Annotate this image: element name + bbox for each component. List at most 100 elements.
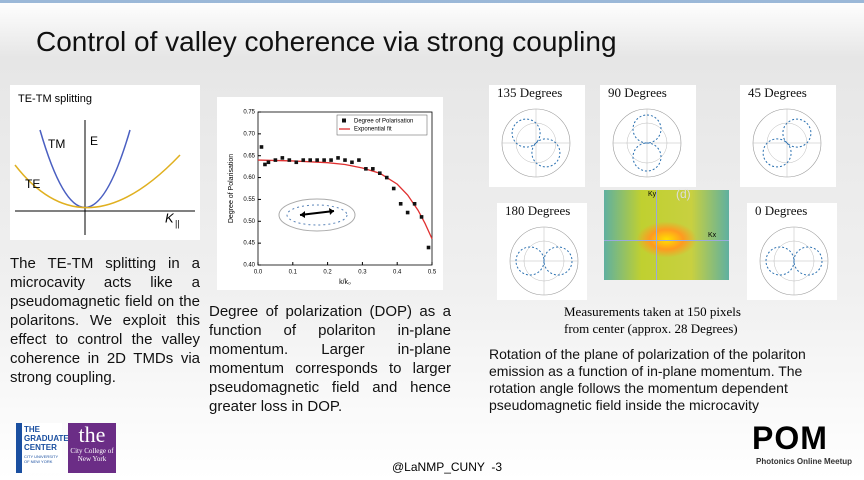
diagram-title: TE-TM splitting	[18, 93, 92, 105]
left-text: The TE-TM splitting in a microcavity act…	[10, 255, 200, 386]
legend-marker	[342, 118, 346, 123]
data-point	[315, 158, 319, 162]
data-point	[308, 158, 312, 162]
data-point	[322, 158, 326, 162]
legend-box	[336, 114, 428, 136]
dispersion-plot: TM E TE K ||	[14, 120, 195, 235]
logo-text: CITY UNIVERSITY OF NEW YORK	[24, 454, 59, 464]
map-axis	[656, 190, 657, 280]
x-tick-label: 0.2	[323, 270, 332, 276]
panel-title: 90 Degrees	[608, 85, 667, 100]
data-point	[405, 210, 410, 215]
logo-gc: THE GRADUATE CENTER CITY UNIVERSITY OF N…	[16, 423, 69, 473]
data-point	[391, 186, 396, 191]
label: E	[90, 134, 98, 148]
logo-pom: POM	[752, 420, 828, 456]
right-text: Rotation of the plane of polarization of…	[489, 346, 806, 413]
map-axis-label: Ky	[648, 191, 657, 198]
measurement-note: Measurements taken at 150 pixels from ce…	[564, 304, 741, 336]
y-tick-label: 0.75	[243, 110, 255, 116]
polar-plot	[501, 108, 571, 178]
polar-plot	[612, 108, 682, 178]
y-tick-label: 0.40	[243, 263, 255, 269]
y-tick-label: 0.60	[243, 175, 255, 181]
polar-panel: 135 Degrees	[489, 85, 585, 187]
data-point	[301, 158, 306, 162]
label: K	[165, 210, 175, 225]
data-point	[384, 175, 389, 180]
panel-title: 180 Degrees	[505, 203, 571, 218]
credit: @LaNMP_CUNY -3	[392, 460, 502, 474]
polar-panel: 0 Degrees	[747, 203, 837, 300]
data-point	[294, 160, 299, 165]
panel-title: 0 Degrees	[755, 203, 808, 218]
polar-panel: 45 Degrees	[740, 85, 836, 187]
x-tick-label: 0.1	[289, 270, 298, 276]
data-point	[419, 215, 424, 219]
data-point	[343, 158, 347, 162]
y-tick-label: 0.45	[243, 241, 255, 247]
map-label: (d)	[676, 187, 691, 201]
data-point	[350, 160, 354, 165]
y-tick-label: 0.70	[243, 131, 255, 137]
polar-plot	[752, 108, 822, 178]
y-tick-label: 0.55	[243, 197, 255, 203]
slide-title: Control of valley coherence via strong c…	[36, 26, 617, 57]
polar-plot	[759, 226, 829, 296]
x-tick-label: 0.0	[254, 270, 263, 276]
dop-chart: 0.40 0.45 0.50 0.55 0.60 0.65 0.70 0.75 0.0 0.1 0.…	[228, 110, 437, 286]
legend-label: Degree of Polarisation	[354, 119, 413, 125]
panel-title: 135 Degrees	[497, 85, 563, 100]
legend-label: Exponential fit	[354, 127, 392, 133]
data-point	[287, 158, 292, 162]
polar-plot	[509, 226, 579, 296]
middle-text: Degree of polarization (DOP) as a functi…	[209, 303, 451, 415]
label: TM	[48, 137, 65, 151]
inset-pattern	[286, 204, 348, 226]
data-point	[329, 158, 333, 162]
data-point	[259, 145, 264, 149]
data-point	[378, 171, 382, 175]
data-point	[266, 160, 271, 165]
y-tick-label: 0.50	[243, 219, 255, 225]
label: TE	[25, 177, 40, 191]
plot-frame	[257, 111, 433, 266]
te-curve	[14, 154, 181, 209]
y-tick-label: 0.65	[243, 153, 255, 159]
y-axis-label: Degree of Polarisation	[228, 154, 235, 223]
inset-ring	[278, 198, 356, 232]
x-axis-label: k/k₀	[339, 279, 351, 286]
data-point	[357, 158, 361, 162]
logo-ccny: the City College of New York	[68, 423, 116, 473]
map-axis	[604, 240, 729, 241]
fit-line	[257, 159, 433, 240]
data-point	[364, 167, 368, 171]
data-point	[273, 158, 278, 162]
panel-title: 45 Degrees	[748, 85, 807, 100]
dop-figure: 0.40 0.45 0.50 0.55 0.60 0.65 0.70 0.75 0.0 0.1 0.…	[217, 97, 443, 290]
label: ||	[175, 218, 180, 228]
data-point	[426, 245, 431, 250]
data-point	[263, 162, 267, 167]
data-point	[398, 202, 403, 206]
top-rule	[0, 0, 864, 3]
polar-panel: 180 Degrees	[497, 203, 587, 300]
x-tick-label: 0.5	[428, 270, 437, 276]
logo-text: City College of New York	[70, 447, 114, 463]
logo-pom-sub: Photonics Online Meetup	[756, 457, 853, 466]
polar-panel: 90 Degrees	[600, 85, 696, 187]
logo-text: THE GRADUATE CENTER	[24, 425, 69, 452]
momentum-map: (d) Ky Kx	[604, 187, 729, 280]
inset-arrow	[299, 210, 335, 216]
data-point	[280, 156, 285, 160]
data-point	[412, 202, 417, 206]
inset-arrowheads	[300, 208, 334, 218]
logo-text: the	[78, 422, 106, 447]
x-tick-label: 0.4	[393, 270, 402, 276]
data-point	[371, 167, 375, 171]
data-point	[336, 156, 340, 160]
map-axis-label: Kx	[708, 232, 717, 239]
x-tick-label: 0.3	[358, 270, 367, 276]
te-tm-diagram: TE-TM splitting TM E TE K ||	[10, 85, 200, 240]
